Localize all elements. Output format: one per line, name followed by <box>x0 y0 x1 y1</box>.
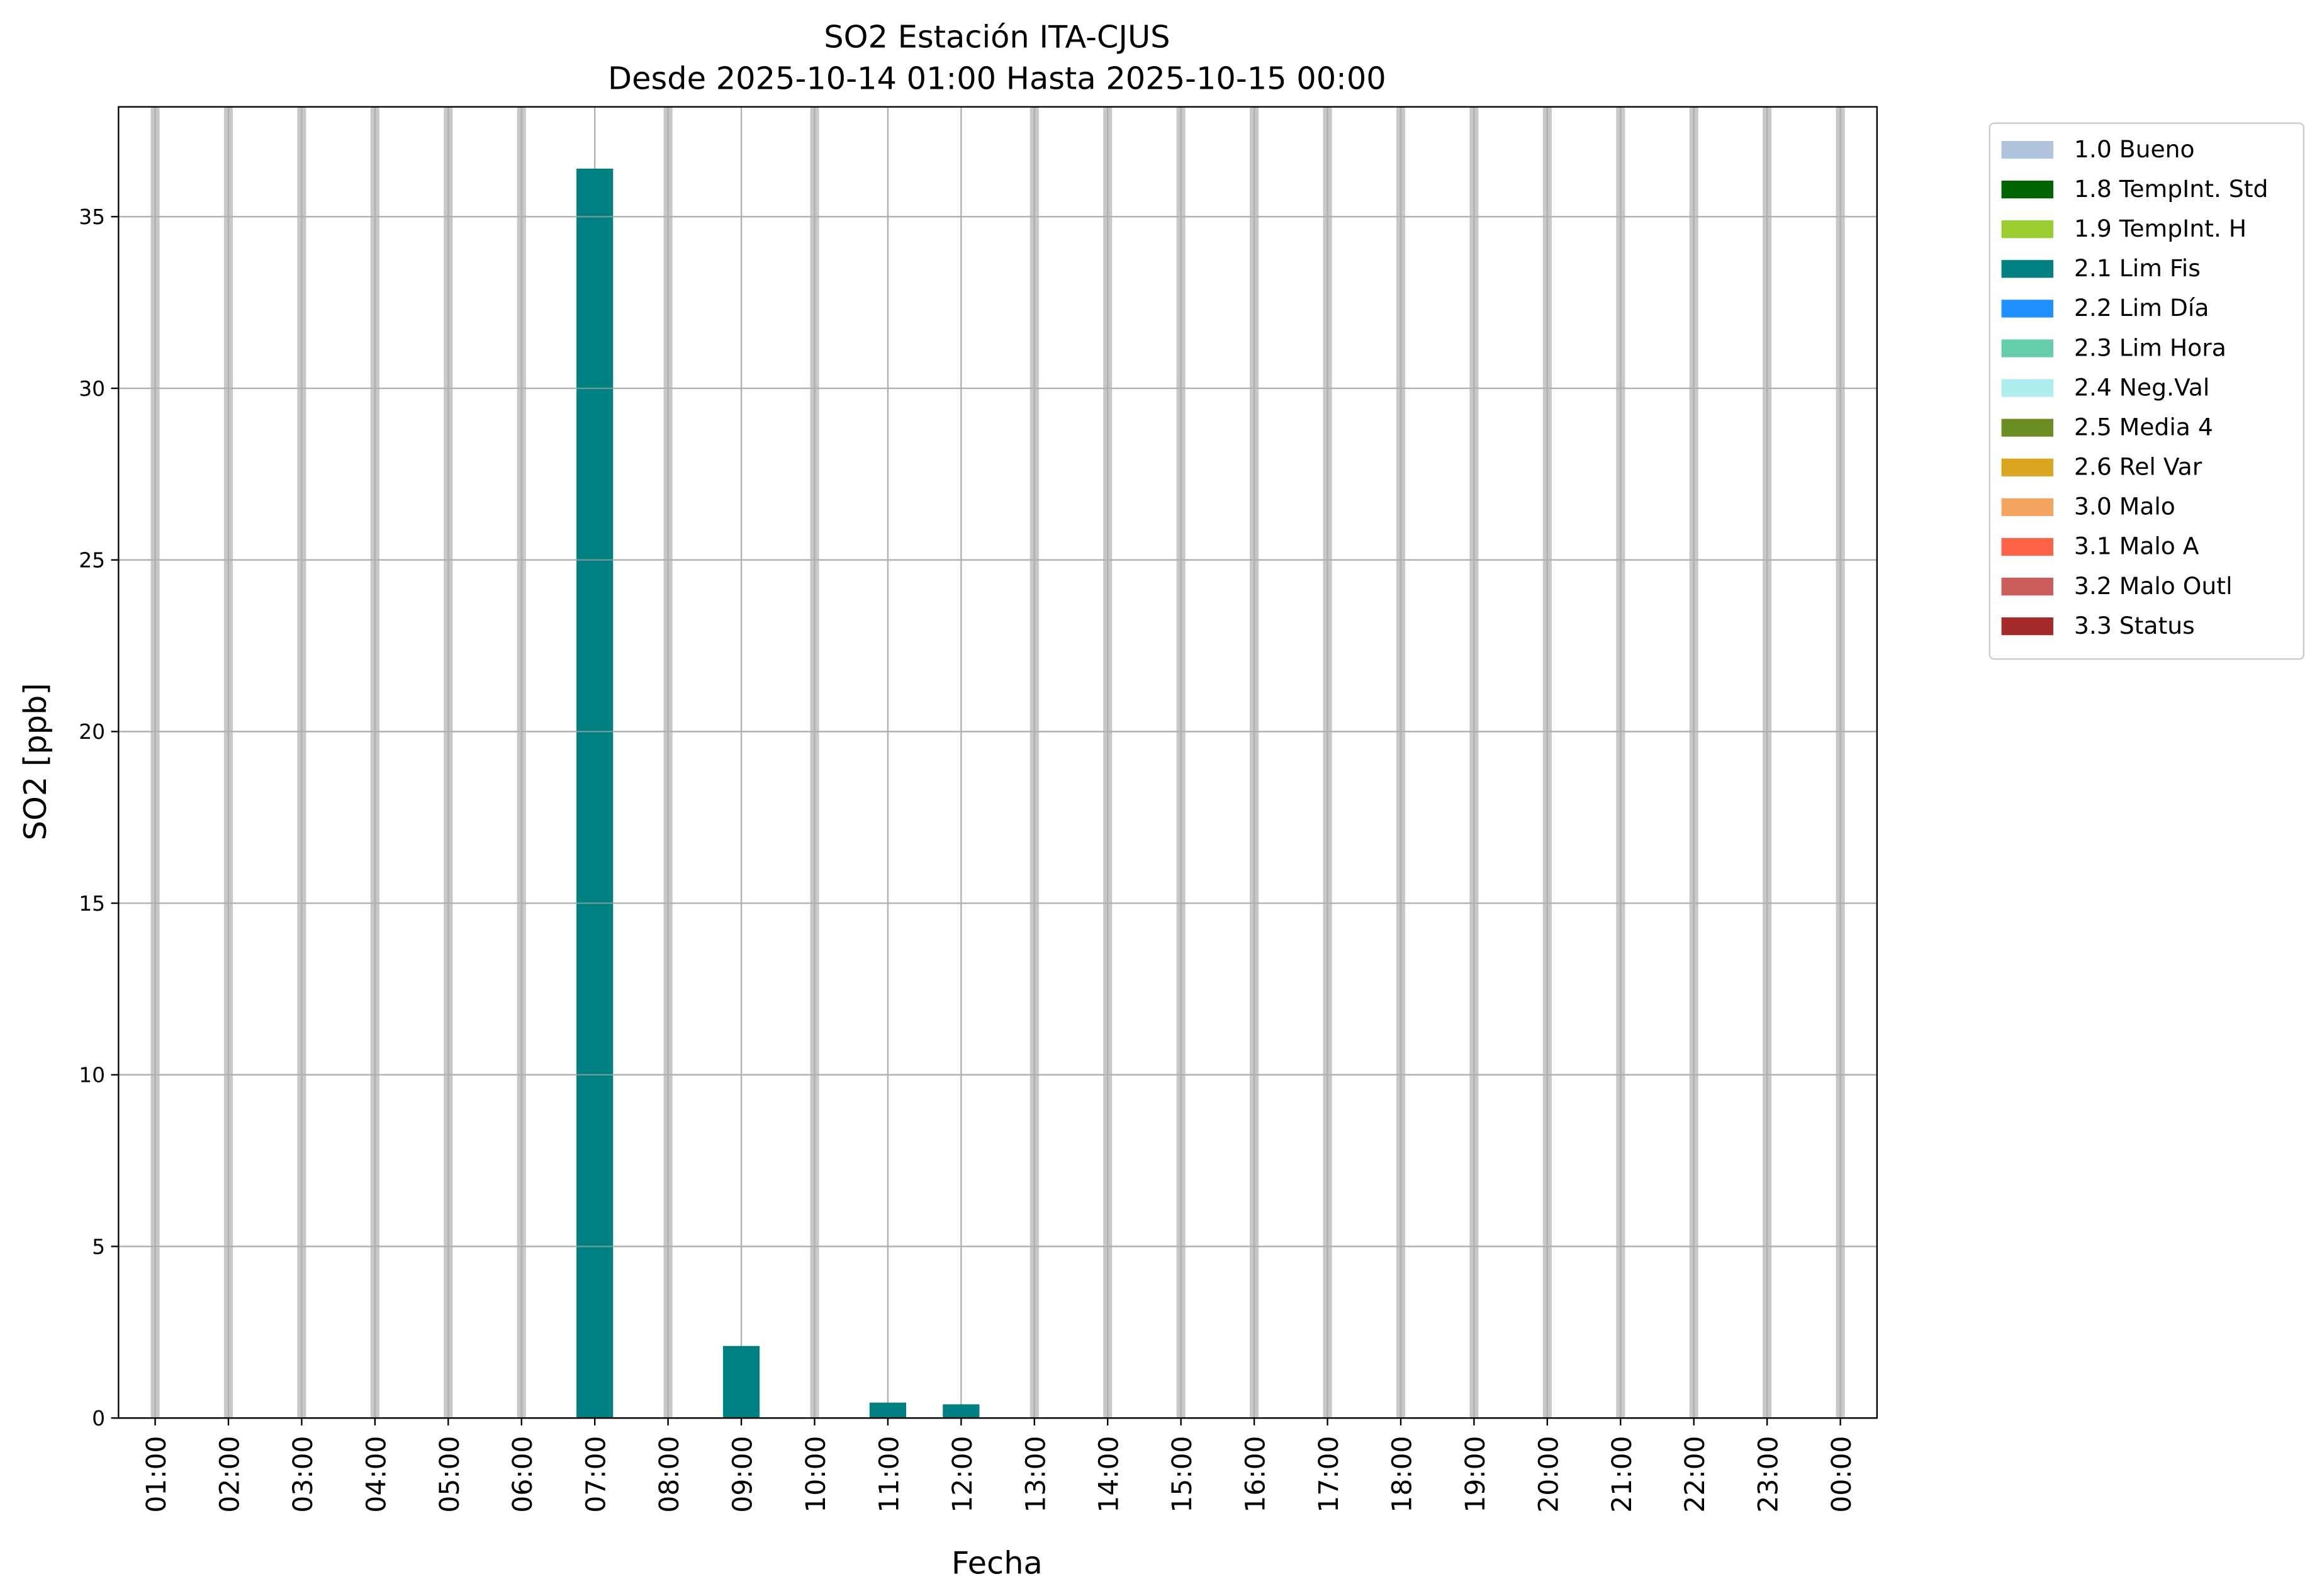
x-tick-label: 15:00 <box>1167 1436 1198 1512</box>
legend-swatch <box>2001 180 2053 199</box>
bar <box>576 168 614 1419</box>
bar <box>722 1346 760 1419</box>
legend-swatch <box>2001 220 2053 239</box>
x-tick-label: 13:00 <box>1020 1436 1051 1512</box>
legend-swatch <box>2001 300 2053 318</box>
legend-label: 2.3 Lim Hora <box>2074 334 2226 361</box>
legend-label: 2.2 Lim Día <box>2074 294 2209 322</box>
x-tick-label: 17:00 <box>1313 1436 1344 1512</box>
x-tick-label: 03:00 <box>288 1436 318 1512</box>
x-tick-label: 18:00 <box>1386 1436 1417 1512</box>
legend-label: 1.9 TempInt. H <box>2074 215 2247 242</box>
bar <box>943 1404 980 1419</box>
x-axis-label: Fecha <box>951 1544 1043 1581</box>
legend-label: 2.6 Rel Var <box>2074 453 2202 481</box>
y-tick-label: 25 <box>79 548 105 572</box>
x-tick-label: 12:00 <box>947 1436 978 1512</box>
x-tick-label: 22:00 <box>1680 1436 1710 1512</box>
legend-swatch <box>2001 260 2053 278</box>
legend-swatch <box>2001 577 2053 596</box>
x-tick-label: 09:00 <box>727 1436 758 1512</box>
legend-label: 2.4 Neg.Val <box>2074 373 2209 401</box>
legend-label: 3.3 Status <box>2074 612 2195 639</box>
x-tick-label: 08:00 <box>654 1436 685 1512</box>
legend-swatch <box>2001 339 2053 357</box>
plot-frame <box>118 106 1878 1419</box>
y-tick-label: 15 <box>79 891 105 916</box>
y-tick-label: 30 <box>79 376 105 401</box>
x-tick-label: 11:00 <box>873 1436 904 1512</box>
y-tick-label: 35 <box>79 205 105 229</box>
y-tick-label: 5 <box>92 1234 105 1259</box>
legend-label: 2.5 Media 4 <box>2074 413 2213 441</box>
legend-label: 3.2 Malo Outl <box>2074 572 2233 600</box>
legend-swatch <box>2001 140 2053 159</box>
y-tick-label: 20 <box>79 719 105 744</box>
legend-swatch <box>2001 419 2053 437</box>
bar <box>869 1402 907 1419</box>
chart-subtitle: Desde 2025-10-14 01:00 Hasta 2025-10-15 … <box>608 60 1386 97</box>
x-tick-label: 23:00 <box>1753 1436 1784 1512</box>
legend-swatch <box>2001 537 2053 556</box>
x-tick-label: 02:00 <box>214 1436 245 1512</box>
y-tick-label: 0 <box>92 1406 105 1430</box>
x-tick-label: 14:00 <box>1094 1436 1125 1512</box>
x-tick-label: 21:00 <box>1607 1436 1637 1512</box>
x-tick-label: 10:00 <box>800 1436 831 1512</box>
legend-label: 2.1 Lim Fis <box>2074 254 2201 282</box>
x-tick-label: 05:00 <box>434 1436 465 1512</box>
legend-label: 1.8 TempInt. Std <box>2074 175 2268 203</box>
legend-swatch <box>2001 498 2053 516</box>
x-tick-label: 16:00 <box>1240 1436 1271 1512</box>
y-tick-label: 10 <box>79 1063 105 1087</box>
legend-label: 3.0 Malo <box>2074 493 2175 520</box>
x-tick-label: 20:00 <box>1533 1436 1564 1512</box>
legend-swatch <box>2001 379 2053 397</box>
x-tick-label: 06:00 <box>507 1436 538 1512</box>
legend-swatch <box>2001 617 2053 636</box>
legend-box <box>1989 122 2304 660</box>
legend-swatch <box>2001 458 2053 476</box>
x-tick-label: 04:00 <box>361 1436 391 1512</box>
legend-label: 1.0 Bueno <box>2074 135 2195 163</box>
legend-label: 3.1 Malo A <box>2074 532 2199 560</box>
x-tick-label: 19:00 <box>1460 1436 1491 1512</box>
chart-title: SO2 Estación ITA-CJUS <box>824 19 1170 55</box>
x-tick-label: 01:00 <box>141 1436 172 1512</box>
y-axis-label: SO2 [ppb] <box>17 683 53 840</box>
x-tick-label: 07:00 <box>581 1436 612 1512</box>
x-tick-label: 00:00 <box>1826 1436 1857 1512</box>
